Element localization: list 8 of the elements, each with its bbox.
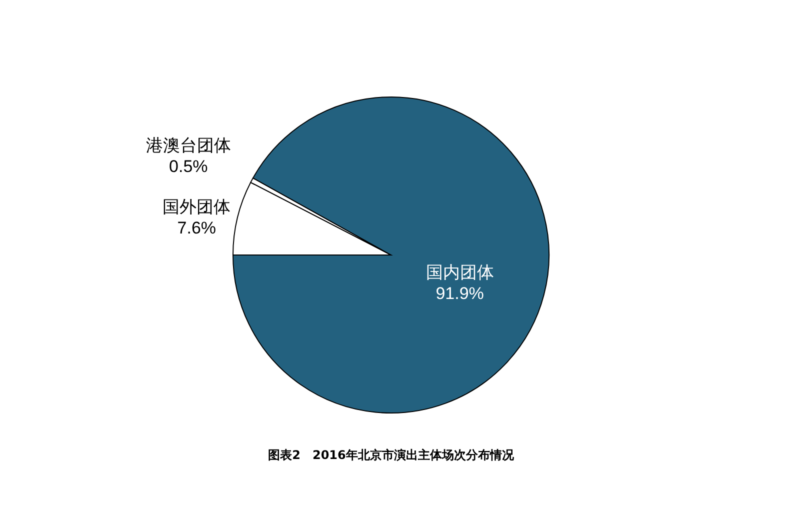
slice-label: 港澳台团体 — [146, 136, 231, 156]
data-label: 7.6% — [177, 218, 216, 238]
text: 图表2 2016年北京市演出主体场次分布情况 — [268, 448, 515, 462]
data-label: 0.5% — [169, 157, 208, 176]
slice-label: 国内团体 — [426, 262, 494, 282]
pie-slice — [232, 96, 550, 414]
data-label: 91.9% — [436, 284, 484, 303]
slice-label: 国外团体 — [162, 198, 231, 217]
